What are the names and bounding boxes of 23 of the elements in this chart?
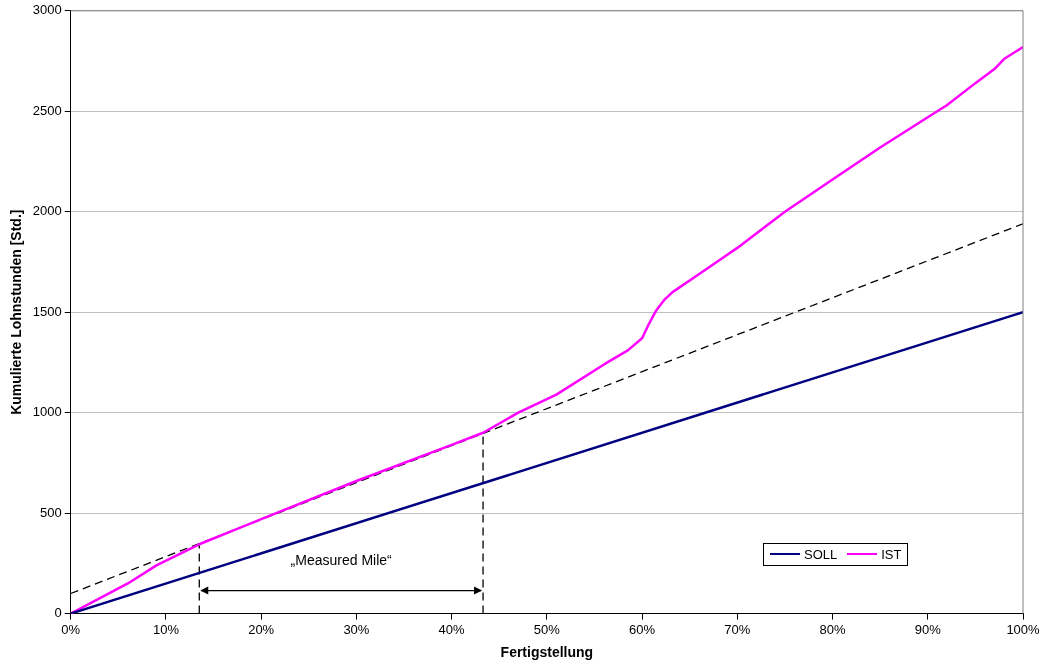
x-tick-label: 60%	[629, 621, 656, 637]
y-tick-label: 2000	[32, 203, 62, 219]
x-tick-label: 70%	[724, 621, 751, 637]
legend-label: SOLL	[804, 546, 838, 562]
y-tick-label: 1000	[32, 404, 62, 420]
y-tick-label: 1500	[32, 303, 62, 319]
y-tick-label: 500	[40, 504, 62, 520]
y-tick-label: 2500	[32, 102, 62, 118]
x-tick-label: 90%	[914, 621, 942, 637]
x-tick-label: 30%	[343, 621, 370, 637]
x-tick-label: 10%	[152, 621, 180, 637]
y-tick-label: 3000	[32, 2, 62, 18]
x-tick-label: 40%	[438, 621, 466, 637]
y-axis-title: Kumulierte Lohnstunden [Std.]	[8, 209, 25, 415]
x-tick-label: 20%	[248, 621, 275, 637]
x-tick-label: 0%	[61, 621, 81, 637]
legend-label: IST	[881, 546, 902, 562]
x-tick-label: 80%	[819, 621, 846, 637]
annotation: „Measured Mile“	[290, 552, 393, 569]
y-tick-label: 0	[54, 605, 62, 621]
x-tick-label: 100%	[1006, 621, 1041, 637]
x-tick-label: 50%	[533, 621, 561, 637]
x-axis-title: Fertigstellung	[500, 644, 594, 661]
